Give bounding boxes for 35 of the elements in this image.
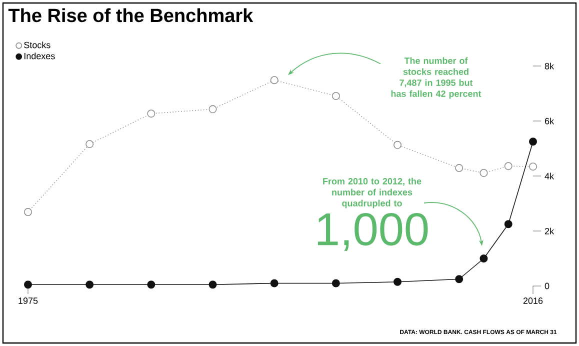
point: [332, 92, 340, 100]
point: [208, 280, 217, 289]
point: [147, 110, 156, 118]
point: [332, 279, 340, 288]
point: [504, 220, 512, 228]
point: [394, 278, 402, 286]
point: [270, 76, 278, 84]
y-tick-label: 6k: [544, 118, 554, 124]
legend-label: Indexes: [24, 52, 55, 60]
point: [455, 275, 464, 284]
y-tick-label: 2k: [544, 228, 554, 234]
chart-title: The Rise of the Benchmark: [8, 8, 254, 22]
legend-label: Stocks: [24, 42, 50, 48]
point: [208, 105, 217, 114]
x-tick-label: 2016: [523, 298, 543, 304]
x-tick-label: 1975: [18, 298, 38, 304]
y-tick-label: 4k: [544, 172, 554, 180]
annotation: The number of stocks reached 7,487 in 1995 but has fallen 42 percent: [391, 57, 482, 99]
point: [480, 254, 488, 262]
point: [86, 140, 94, 148]
y-tick-label: 0: [544, 282, 550, 290]
point: [24, 280, 32, 289]
point: [480, 168, 488, 177]
point: [529, 138, 537, 146]
point: [455, 164, 464, 172]
annotation: 1,000: [318, 212, 428, 251]
annotation: From 2010 to 2012, the number of indexes quadrupled to: [323, 178, 422, 208]
point: [529, 162, 537, 171]
point: [504, 162, 512, 170]
point: [86, 280, 94, 289]
point: [270, 279, 278, 288]
point: [24, 208, 32, 216]
y-tick-label: 8k: [544, 62, 554, 70]
point: [394, 140, 402, 149]
point: [147, 280, 156, 289]
